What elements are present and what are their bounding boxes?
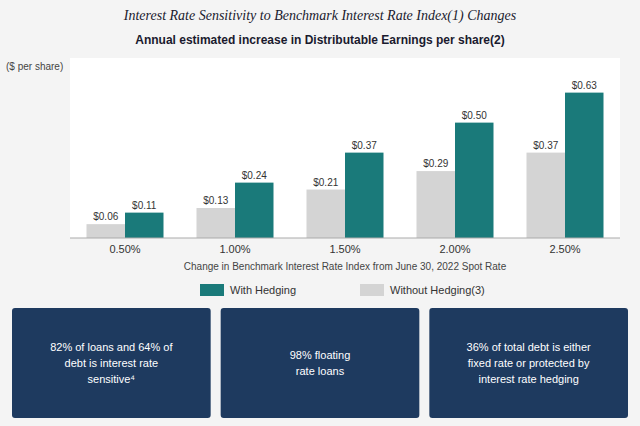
bar xyxy=(87,224,126,238)
title: Interest Rate Sensitivity to Benchmark I… xyxy=(123,8,517,24)
plot-area xyxy=(70,58,620,238)
bar xyxy=(417,171,456,238)
annotation-line: sensitive⁴ xyxy=(88,373,136,385)
legend-entry: With Hedging xyxy=(230,284,296,296)
bar xyxy=(197,208,236,238)
bar xyxy=(235,183,274,238)
legend-swatch xyxy=(200,284,224,296)
bar xyxy=(527,153,566,238)
x-label: Change in Benchmark Interest Rate Index … xyxy=(184,261,507,272)
data-label: $0.24 xyxy=(242,170,267,181)
legend-swatch xyxy=(360,284,384,296)
annotation-line: interest rate hedging xyxy=(479,373,579,385)
bar xyxy=(307,190,346,238)
legend-entry: Without Hedging(3) xyxy=(390,284,485,296)
data-label: $0.29 xyxy=(423,158,448,169)
data-label: $0.21 xyxy=(313,177,338,188)
bar xyxy=(345,153,384,238)
background xyxy=(0,0,640,426)
chart: Interest Rate Sensitivity to Benchmark I… xyxy=(0,0,640,426)
annotation: 98% floating rate loans xyxy=(290,349,351,377)
x-axis xyxy=(70,238,620,239)
bar xyxy=(455,123,494,238)
subtitle: Annual estimated increase in Distributab… xyxy=(135,33,504,47)
annotation-line: 98% floating xyxy=(290,349,351,361)
annotation-line: rate loans xyxy=(296,365,345,377)
info-box xyxy=(12,308,211,418)
data-label: $0.63 xyxy=(572,80,597,91)
bar xyxy=(125,213,164,238)
data-label: $0.37 xyxy=(533,140,558,151)
data-label: $0.50 xyxy=(462,110,487,121)
x-tick-label: 1.50% xyxy=(329,243,360,255)
bar xyxy=(565,93,604,238)
bars xyxy=(87,93,604,238)
y-label: ($ per share) xyxy=(6,61,63,72)
annotation-line: debt is interest rate xyxy=(65,357,159,369)
info-box xyxy=(429,308,628,418)
annotation-line: 36% of total debt is either xyxy=(467,341,591,353)
info-box xyxy=(221,308,420,418)
x-tick-label: 2.00% xyxy=(439,243,470,255)
data-label: $0.13 xyxy=(203,195,228,206)
data-labels: $0.06 $0.13 $0.21 $0.29 $0.37 $0.11 $0.24 $0.37… xyxy=(93,80,597,223)
annotation-line: fixed rate or protected by xyxy=(468,357,590,369)
x-tick-label: 1.00% xyxy=(219,243,250,255)
annotation: 82% of loans and 64% of debt is interest … xyxy=(50,341,173,385)
annotation-line: 82% of loans and 64% of xyxy=(50,341,173,353)
data-label: $0.11 xyxy=(132,200,157,211)
data-label: $0.37 xyxy=(352,140,377,151)
data-label: $0.06 xyxy=(93,211,118,222)
x-tick-label: 2.50% xyxy=(549,243,580,255)
legend: With Hedging Without Hedging(3) xyxy=(200,284,485,296)
x-tick-label: 0.50% xyxy=(109,243,140,255)
annotation: 36% of total debt is either fixed rate or… xyxy=(467,341,591,385)
